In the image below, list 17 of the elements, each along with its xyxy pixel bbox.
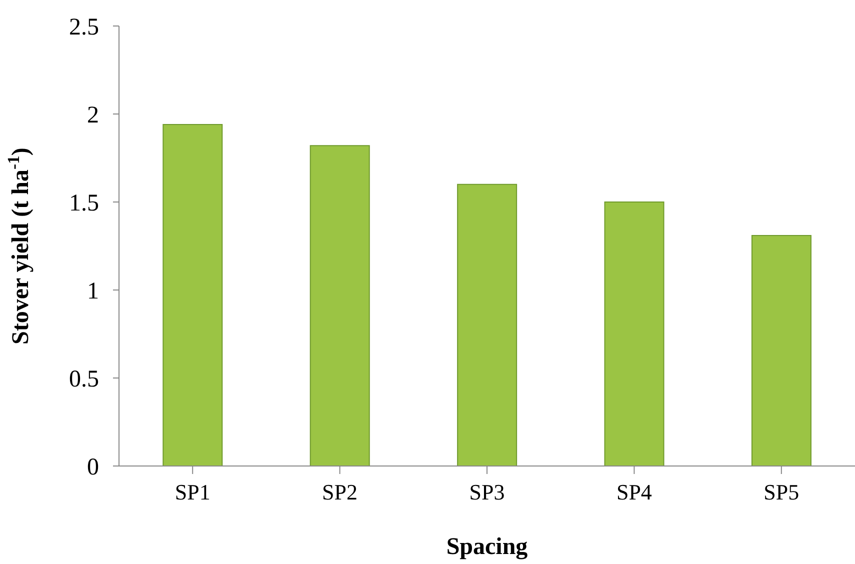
x-tick-label: SP4 <box>616 480 652 505</box>
bar <box>457 184 518 466</box>
y-tick-label: 1.5 <box>69 190 99 217</box>
bar <box>751 234 812 466</box>
y-tick-label: 0 <box>87 454 99 481</box>
x-tick-label: SP2 <box>322 480 358 505</box>
x-tick-label: SP3 <box>469 480 505 505</box>
bar <box>162 124 223 466</box>
y-tick-label: 0.5 <box>69 366 99 393</box>
x-axis-title: Spacing <box>446 534 528 560</box>
x-tick-label: SP5 <box>764 480 800 505</box>
x-tick-label: SP1 <box>174 480 210 505</box>
y-tick-label: 2.5 <box>69 14 99 41</box>
y-tick-label: 1 <box>87 278 99 305</box>
y-tick-label: 2 <box>87 102 99 129</box>
bar <box>310 145 370 466</box>
bar <box>604 202 664 466</box>
